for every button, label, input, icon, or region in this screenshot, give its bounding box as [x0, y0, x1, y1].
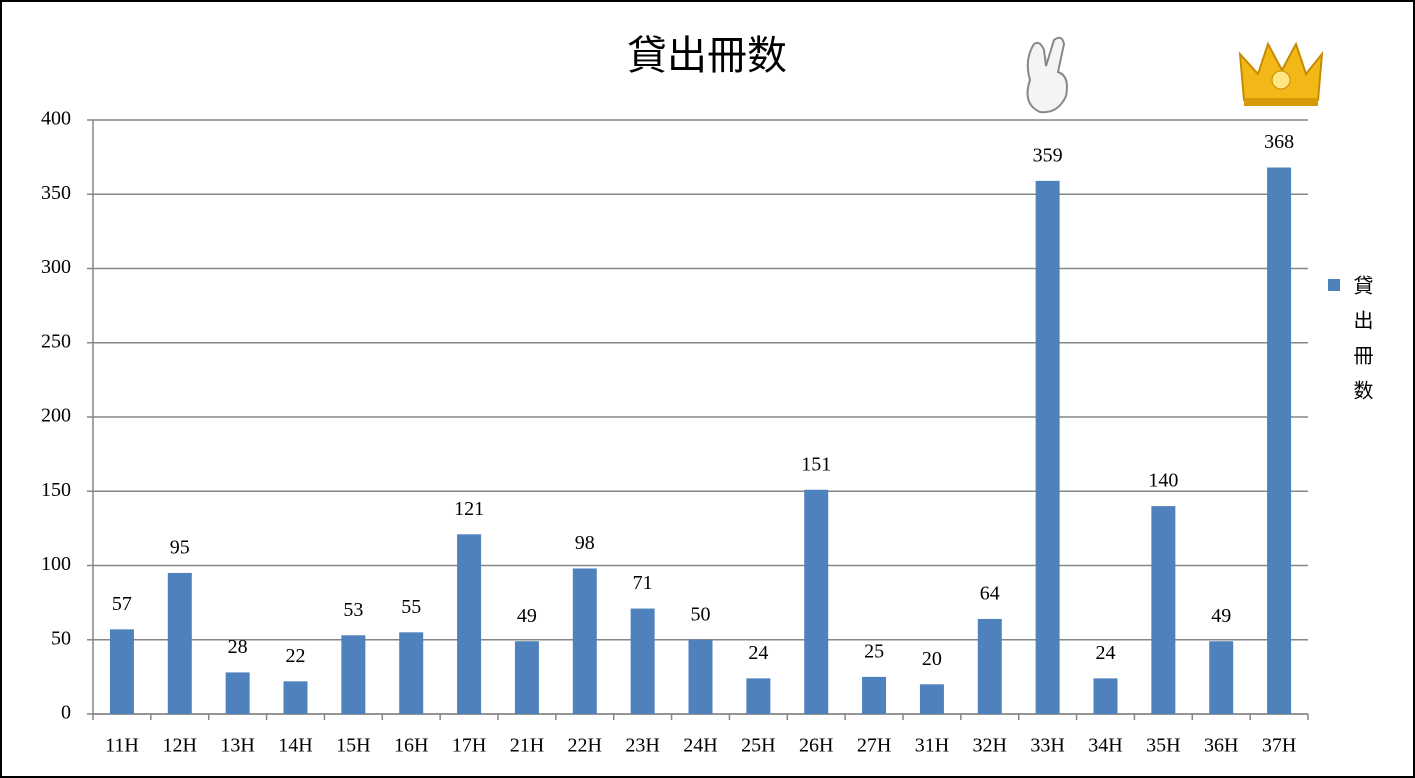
x-tick-label: 25H [741, 735, 775, 757]
value-label: 368 [1264, 131, 1294, 153]
bar [978, 619, 1002, 714]
value-label: 140 [1148, 470, 1178, 492]
value-label: 55 [401, 596, 421, 618]
bar [920, 684, 944, 714]
bar [284, 681, 308, 714]
x-tick-label: 26H [799, 735, 833, 757]
x-tick-label: 31H [915, 735, 949, 757]
bar [1267, 168, 1291, 714]
value-label: 22 [286, 645, 306, 667]
x-tick-label: 15H [336, 735, 370, 757]
x-tick-label: 27H [857, 735, 891, 757]
x-tick-label: 37H [1262, 735, 1296, 757]
bar [399, 632, 423, 714]
value-label: 49 [517, 605, 537, 627]
legend-swatch [1328, 279, 1340, 291]
value-label: 25 [864, 640, 884, 662]
y-tick-label: 50 [51, 627, 71, 649]
bar [1036, 181, 1060, 714]
value-label: 50 [691, 603, 711, 625]
value-label: 95 [170, 537, 190, 559]
bar [804, 490, 828, 714]
y-tick-label: 350 [41, 182, 71, 204]
y-tick-label: 250 [41, 330, 71, 352]
y-tick-label: 200 [41, 405, 71, 427]
y-tick-label: 150 [41, 479, 71, 501]
bar [226, 672, 250, 714]
value-label: 24 [1096, 642, 1116, 664]
bar [515, 641, 539, 714]
value-label: 20 [922, 648, 942, 670]
bar [746, 678, 770, 714]
x-tick-label: 24H [683, 735, 717, 757]
bar [689, 640, 713, 714]
value-label: 49 [1211, 605, 1231, 627]
y-tick-label: 300 [41, 256, 71, 278]
x-tick-label: 22H [568, 735, 602, 757]
chart-title: 貸出冊数 [627, 33, 787, 79]
chart: 貸出冊数 0 50 100 150 200 250 300 350 400 57 95 28 22 53 5… [0, 0, 1415, 778]
y-tick-label: 0 [61, 702, 71, 724]
bar [341, 635, 365, 714]
x-tick-label: 13H [220, 735, 254, 757]
value-label: 24 [748, 642, 768, 664]
x-tick-label: 33H [1030, 735, 1064, 757]
y-tick-label: 400 [41, 108, 71, 130]
value-label: 359 [1033, 144, 1063, 166]
x-tick-label: 21H [510, 735, 544, 757]
x-tick-label: 11H [105, 735, 139, 757]
value-label: 57 [112, 593, 132, 615]
value-label: 151 [801, 453, 831, 475]
bar [862, 677, 886, 714]
bar [457, 534, 481, 714]
bar [110, 629, 134, 714]
x-tick-label: 16H [394, 735, 428, 757]
bar [573, 568, 597, 714]
value-label: 64 [980, 583, 1000, 605]
bar [631, 609, 655, 714]
value-label: 121 [454, 498, 484, 520]
value-label: 28 [228, 636, 248, 658]
x-tick-label: 32H [973, 735, 1007, 757]
y-tick-label: 100 [41, 553, 71, 575]
x-tick-label: 14H [278, 735, 312, 757]
value-label: 71 [633, 572, 653, 594]
x-tick-label: 17H [452, 735, 486, 757]
bar [1209, 641, 1233, 714]
bar [1151, 506, 1175, 714]
x-tick-label: 23H [625, 735, 659, 757]
x-tick-label: 34H [1088, 735, 1122, 757]
x-tick-label: 12H [163, 735, 197, 757]
peace-icon [1018, 36, 1076, 118]
x-tick-label: 36H [1204, 735, 1238, 757]
value-label: 98 [575, 532, 595, 554]
legend-label: 貸出冊数 [1350, 275, 1374, 415]
bar [168, 573, 192, 714]
bar [1094, 678, 1118, 714]
value-label: 53 [343, 599, 363, 621]
x-tick-label: 35H [1146, 735, 1180, 757]
